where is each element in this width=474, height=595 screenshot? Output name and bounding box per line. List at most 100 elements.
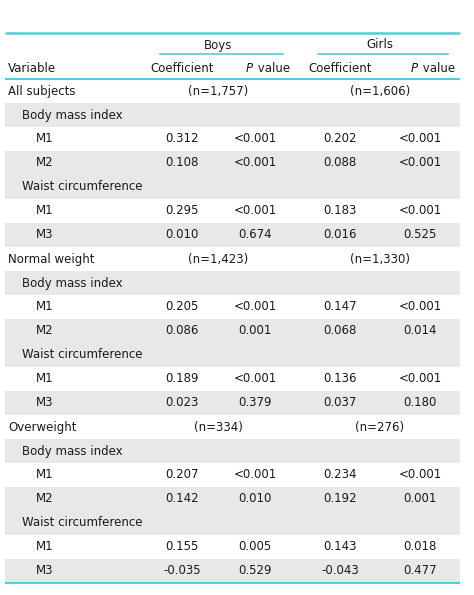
Text: 0.189: 0.189 <box>165 372 199 386</box>
Text: 0.295: 0.295 <box>165 205 199 218</box>
Text: Coefficient: Coefficient <box>308 61 372 74</box>
Text: 0.525: 0.525 <box>403 228 437 242</box>
Text: M1: M1 <box>36 300 54 314</box>
Bar <box>5 247 460 271</box>
Text: <0.001: <0.001 <box>398 372 442 386</box>
Text: (n=334): (n=334) <box>194 421 243 434</box>
Text: value: value <box>254 61 290 74</box>
Text: M3: M3 <box>36 565 54 578</box>
Text: Waist circumference: Waist circumference <box>22 180 143 193</box>
Text: 0.023: 0.023 <box>165 396 199 409</box>
Text: Coefficient: Coefficient <box>150 61 214 74</box>
Text: 0.529: 0.529 <box>238 565 272 578</box>
Text: M2: M2 <box>36 324 54 337</box>
Text: M1: M1 <box>36 372 54 386</box>
Bar <box>5 415 460 439</box>
Text: 0.001: 0.001 <box>403 493 437 506</box>
Text: M1: M1 <box>36 205 54 218</box>
Text: (n=1,330): (n=1,330) <box>350 252 410 265</box>
Bar <box>5 559 460 583</box>
Text: <0.001: <0.001 <box>233 156 277 170</box>
Text: <0.001: <0.001 <box>233 133 277 146</box>
Text: M1: M1 <box>36 540 54 553</box>
Text: All subjects: All subjects <box>8 84 75 98</box>
Text: Overweight: Overweight <box>8 421 76 434</box>
Text: Body mass index: Body mass index <box>22 108 123 121</box>
Text: 0.180: 0.180 <box>403 396 437 409</box>
Text: 0.674: 0.674 <box>238 228 272 242</box>
Text: Waist circumference: Waist circumference <box>22 516 143 530</box>
Text: 0.142: 0.142 <box>165 493 199 506</box>
Text: P: P <box>246 61 253 74</box>
Text: Boys: Boys <box>204 39 233 52</box>
Bar <box>5 535 460 559</box>
Text: 0.136: 0.136 <box>323 372 357 386</box>
Bar <box>5 439 460 463</box>
Bar <box>5 295 460 319</box>
Text: Variable: Variable <box>8 61 56 74</box>
Bar <box>5 271 460 295</box>
Text: <0.001: <0.001 <box>398 300 442 314</box>
Text: 0.143: 0.143 <box>323 540 357 553</box>
Text: Body mass index: Body mass index <box>22 444 123 458</box>
Text: 0.183: 0.183 <box>323 205 357 218</box>
Text: 0.108: 0.108 <box>165 156 199 170</box>
Text: 0.147: 0.147 <box>323 300 357 314</box>
Text: value: value <box>419 61 455 74</box>
Text: 0.234: 0.234 <box>323 468 357 481</box>
Bar <box>5 199 460 223</box>
Text: <0.001: <0.001 <box>398 205 442 218</box>
Bar <box>5 367 460 391</box>
Bar <box>5 487 460 511</box>
Text: 0.379: 0.379 <box>238 396 272 409</box>
Bar <box>5 343 460 367</box>
Text: Waist circumference: Waist circumference <box>22 349 143 362</box>
Text: 0.010: 0.010 <box>165 228 199 242</box>
Text: Body mass index: Body mass index <box>22 277 123 290</box>
Bar <box>5 175 460 199</box>
Bar <box>5 511 460 535</box>
Text: 0.477: 0.477 <box>403 565 437 578</box>
Text: M3: M3 <box>36 228 54 242</box>
Text: <0.001: <0.001 <box>398 468 442 481</box>
Text: <0.001: <0.001 <box>233 300 277 314</box>
Text: 0.155: 0.155 <box>165 540 199 553</box>
Text: <0.001: <0.001 <box>233 468 277 481</box>
Bar <box>5 223 460 247</box>
Text: -0.043: -0.043 <box>321 565 359 578</box>
Bar <box>5 319 460 343</box>
Text: 0.192: 0.192 <box>323 493 357 506</box>
Text: <0.001: <0.001 <box>233 372 277 386</box>
Text: 0.001: 0.001 <box>238 324 272 337</box>
Text: (n=1,757): (n=1,757) <box>188 84 249 98</box>
Text: M2: M2 <box>36 493 54 506</box>
Text: M2: M2 <box>36 156 54 170</box>
Text: P: P <box>411 61 418 74</box>
Text: <0.001: <0.001 <box>398 133 442 146</box>
Text: 0.016: 0.016 <box>323 228 357 242</box>
Text: 0.010: 0.010 <box>238 493 272 506</box>
Text: M3: M3 <box>36 396 54 409</box>
Text: <0.001: <0.001 <box>233 205 277 218</box>
Text: (n=276): (n=276) <box>356 421 405 434</box>
Text: 0.005: 0.005 <box>238 540 272 553</box>
Bar <box>5 151 460 175</box>
Text: Girls: Girls <box>366 39 393 52</box>
Text: 0.312: 0.312 <box>165 133 199 146</box>
Text: 0.205: 0.205 <box>165 300 199 314</box>
Text: 0.207: 0.207 <box>165 468 199 481</box>
Text: <0.001: <0.001 <box>398 156 442 170</box>
Bar <box>5 391 460 415</box>
Text: -0.035: -0.035 <box>163 565 201 578</box>
Bar <box>5 463 460 487</box>
Bar <box>5 79 460 103</box>
Text: 0.086: 0.086 <box>165 324 199 337</box>
Text: (n=1,423): (n=1,423) <box>188 252 249 265</box>
Text: Normal weight: Normal weight <box>8 252 94 265</box>
Text: 0.202: 0.202 <box>323 133 357 146</box>
Text: 0.014: 0.014 <box>403 324 437 337</box>
Text: M1: M1 <box>36 468 54 481</box>
Text: M1: M1 <box>36 133 54 146</box>
Bar <box>5 103 460 127</box>
Text: 0.068: 0.068 <box>323 324 357 337</box>
